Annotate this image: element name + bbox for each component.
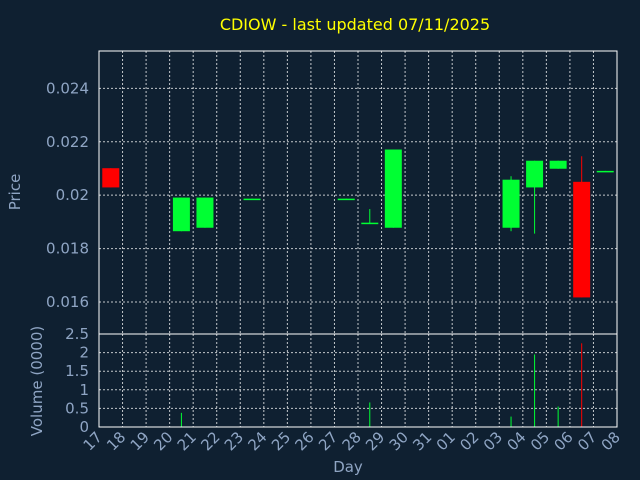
price-grid	[99, 51, 617, 334]
candle-up	[196, 197, 214, 228]
price-tick-label: 0.016	[46, 293, 89, 311]
volume-tick-label: 1	[79, 381, 89, 399]
volume-tick-labels: 00.511.522.5	[65, 325, 89, 436]
volume-tick-label: 1.5	[65, 362, 89, 380]
price-candles	[102, 149, 614, 298]
price-tick-label: 0.02	[56, 186, 89, 204]
candle-up	[526, 160, 544, 188]
volume-tick-label: 2.5	[65, 325, 89, 343]
candle-up	[596, 170, 614, 173]
volume-tick-label: 0	[79, 418, 89, 436]
candle-up	[549, 160, 567, 169]
candle-up	[337, 198, 355, 201]
volume-tick-label: 2	[79, 344, 89, 362]
volume-tick-label: 0.5	[65, 399, 89, 417]
price-tick-label: 0.018	[46, 240, 89, 258]
volume-grid	[99, 334, 617, 427]
price-tick-label: 0.024	[46, 79, 89, 97]
candle-down	[102, 168, 120, 188]
candle-up	[361, 222, 379, 225]
candle-down	[573, 181, 591, 298]
price-axis-label: Price	[6, 174, 24, 211]
candle-up	[243, 198, 261, 201]
volume-axis-label: Volume (0000)	[28, 326, 46, 436]
volume-bars	[180, 343, 583, 427]
price-tick-label: 0.022	[46, 133, 89, 151]
candle-up	[384, 149, 402, 228]
candle-up	[502, 179, 520, 228]
price-tick-labels: 0.016 0.018 0.02 0.022 0.024	[46, 79, 89, 311]
x-axis-label: Day	[333, 458, 363, 476]
candle-up	[172, 197, 190, 232]
x-tick-labels: 1718192021222324252627282930310102030405…	[80, 428, 624, 454]
volume-plot-frame	[98, 333, 618, 428]
chart-title: CDIOW - last updated 07/11/2025	[220, 15, 490, 34]
